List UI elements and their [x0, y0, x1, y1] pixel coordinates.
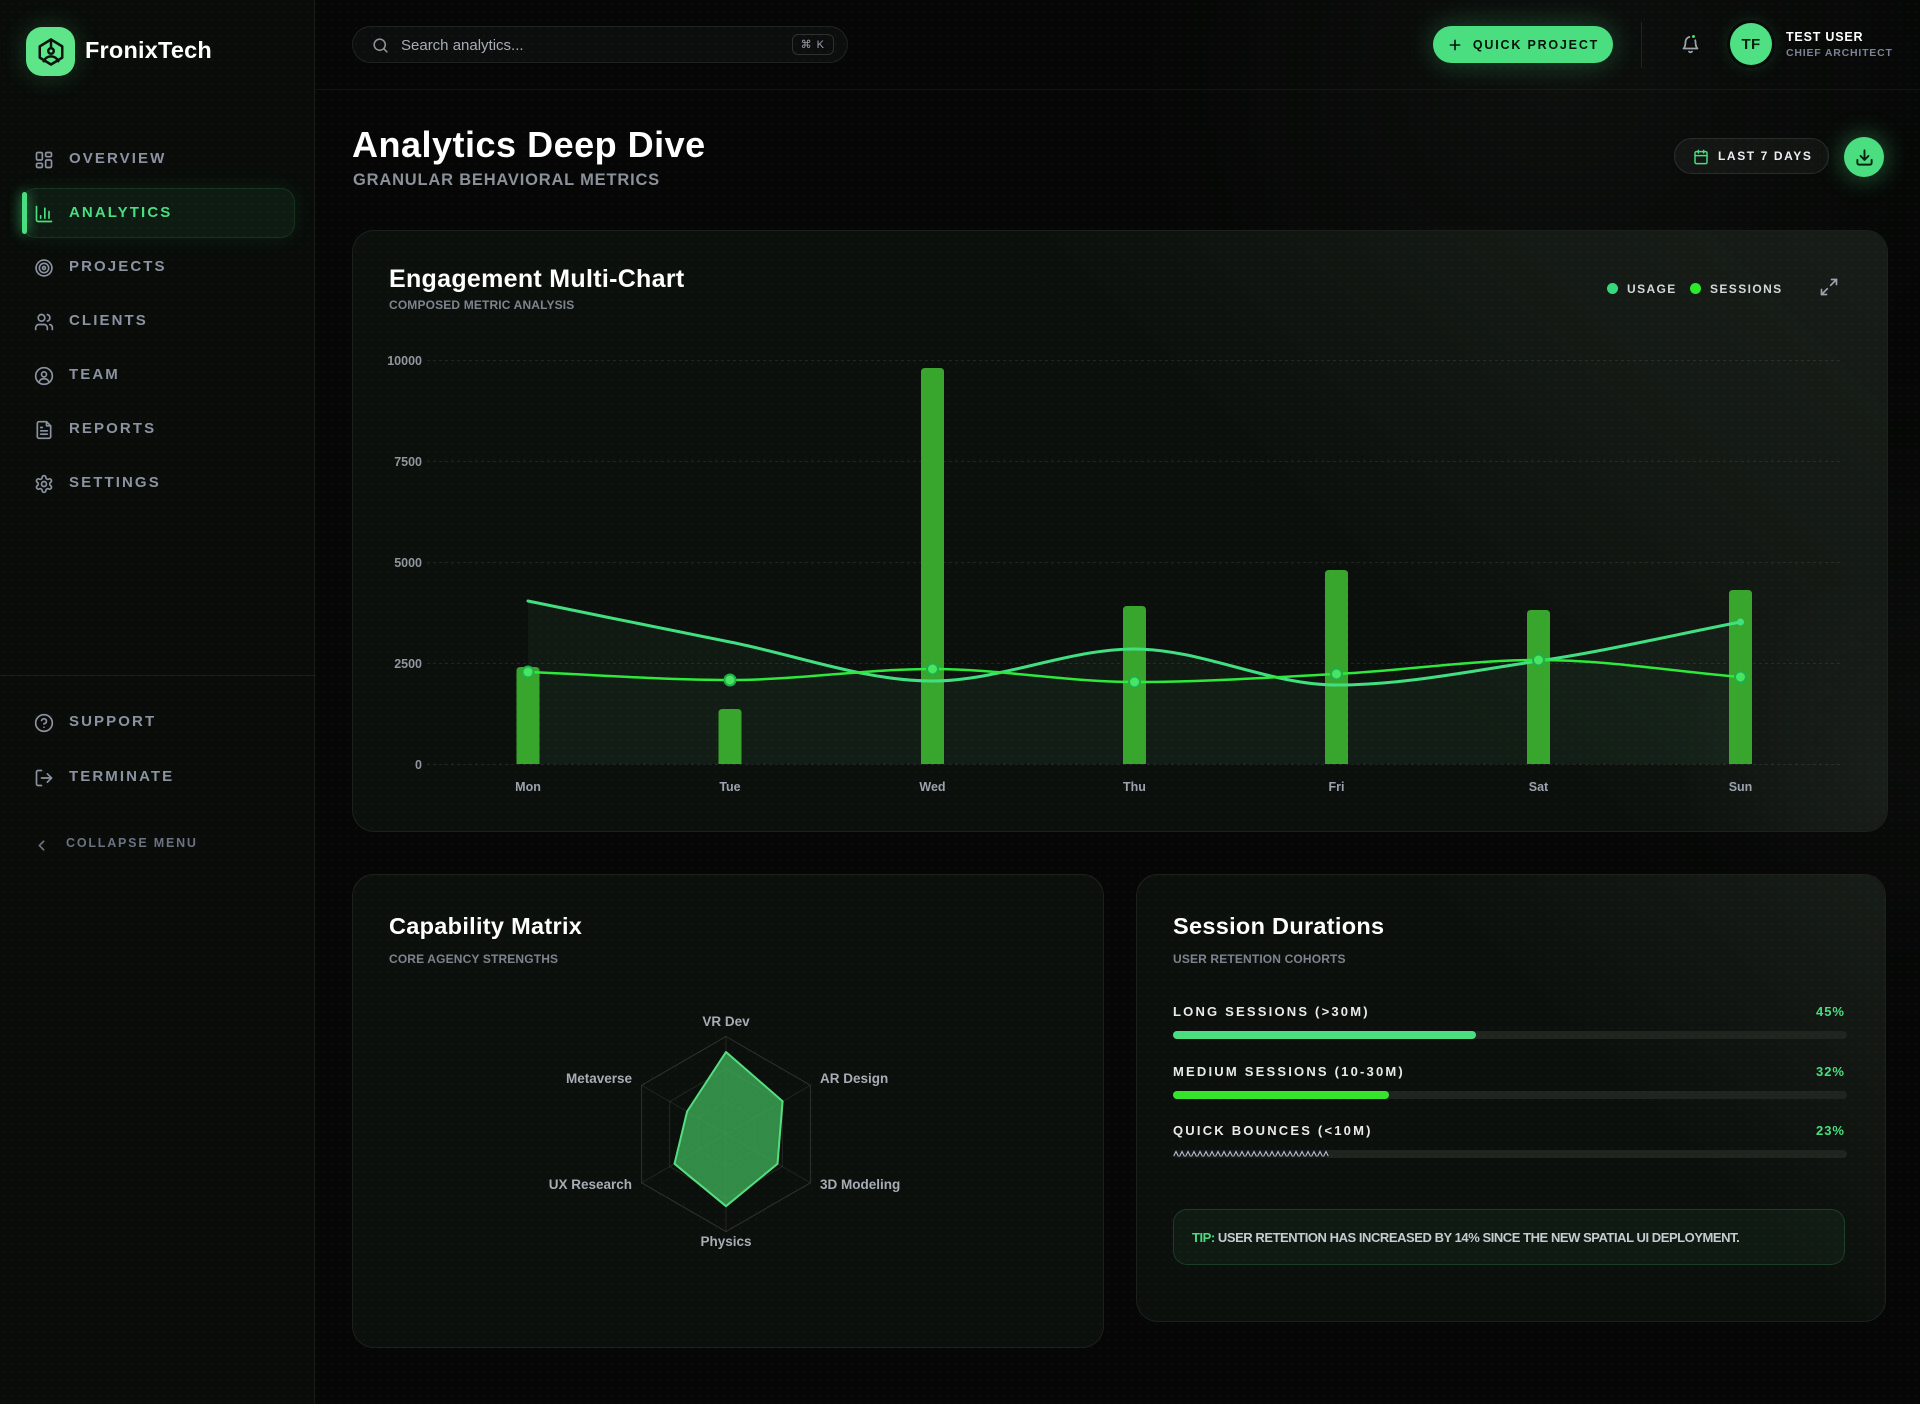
svg-text:Metaverse: Metaverse — [566, 1071, 633, 1086]
svg-text:Sun: Sun — [1729, 780, 1753, 794]
svg-text:10000: 10000 — [387, 354, 422, 368]
svg-text:5000: 5000 — [394, 556, 422, 570]
svg-text:Sat: Sat — [1529, 780, 1549, 794]
svg-text:0: 0 — [415, 758, 422, 772]
svg-text:Physics: Physics — [700, 1234, 751, 1249]
svg-text:Mon: Mon — [515, 780, 541, 794]
svg-text:Thu: Thu — [1123, 780, 1146, 794]
svg-text:Tue: Tue — [719, 780, 740, 794]
svg-text:3D Modeling: 3D Modeling — [820, 1177, 900, 1192]
svg-text:UX Research: UX Research — [549, 1177, 632, 1192]
svg-text:Fri: Fri — [1329, 780, 1345, 794]
svg-text:2500: 2500 — [394, 657, 422, 671]
svg-text:AR Design: AR Design — [820, 1071, 888, 1086]
svg-text:VR Dev: VR Dev — [702, 1014, 750, 1029]
svg-text:7500: 7500 — [394, 455, 422, 469]
svg-text:Wed: Wed — [919, 780, 945, 794]
